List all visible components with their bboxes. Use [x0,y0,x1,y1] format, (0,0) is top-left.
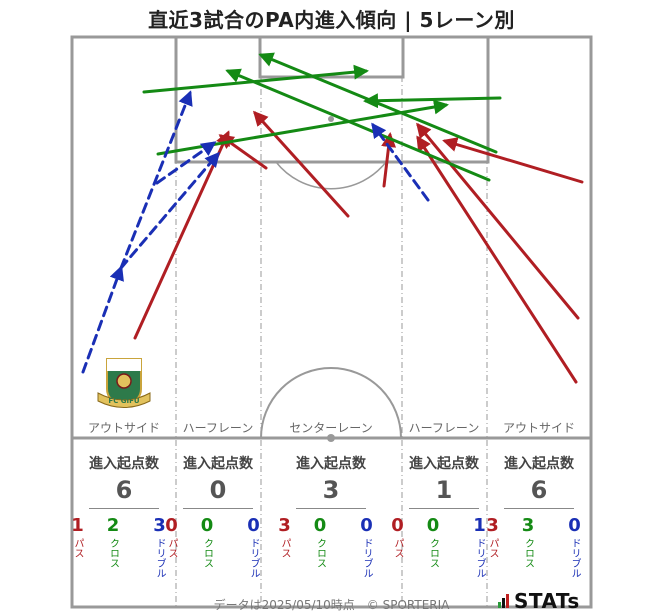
stat-head: 進入起点数 [296,456,366,472]
cross-count: 3 [521,515,535,536]
stat-total: 6 [530,476,548,504]
dribble-label: ドリブル [474,538,485,578]
cross-count: 2 [106,515,120,536]
cross-label: クロス [107,538,119,568]
pass-count: 0 [391,515,404,536]
stat-total: 3 [322,476,340,504]
pass-label: パス [279,538,290,558]
dribble-label: ドリブル [154,538,165,578]
stat-head: 進入起点数 [409,456,479,472]
dribble-count: 0 [568,515,581,536]
cross-count: 0 [426,515,440,536]
cross-label: クロス [314,538,326,568]
penalty-arc [275,161,387,190]
dribble-label: ドリブル [361,538,372,578]
pass-count: 3 [278,515,291,536]
stats-brand-logo: STATs [514,589,580,613]
dribble-count: 0 [360,515,373,536]
pass-label: パス [487,538,498,558]
lane-label-outside-left: アウトサイド [88,421,160,435]
cross-count: 0 [200,515,214,536]
arrow-layer [81,52,584,384]
centre-spot [327,434,335,442]
centre-circle [260,367,402,439]
dribble-arrow-17 [371,122,430,202]
stat-divider [89,508,159,509]
pass-arrow-4 [381,132,397,188]
pass-count: 3 [486,515,499,536]
pass-count: 1 [71,515,84,536]
dribble-count: 3 [153,515,166,536]
dribble-arrow-14 [119,90,193,270]
club-crest-logo: FC GIFU [97,358,151,409]
chart-title: 直近3試合のPA内進入傾向 | 5レーン別 [148,8,515,32]
lane-label-center: センターレーン [289,421,372,435]
crest-text: FC GIFU [108,397,139,405]
dribble-arrow-16 [155,141,217,185]
stat-divider [296,508,366,509]
cross-label: クロス [201,538,213,568]
pass-label: パス [392,538,403,558]
dribble-arrow-15 [119,151,220,270]
stat-total: 1 [435,476,453,504]
stat-total: 6 [115,476,133,504]
stat-head: 進入起点数 [183,456,253,472]
lane-label-halfspace-right: ハーフレーン [409,421,480,435]
lane-label-halfspace-left: ハーフレーン [183,421,254,435]
stat-divider [183,508,253,509]
stat-total: 0 [209,476,227,504]
stat-head: 進入起点数 [504,456,574,472]
pass-label: パス [166,538,177,558]
lane-label-outside-right: アウトサイド [503,421,575,435]
pass-arrow-3 [252,110,350,218]
cross-label: クロス [522,538,534,568]
dribble-label: ドリブル [569,538,580,578]
pass-arrow-5 [416,122,580,320]
stat-divider [409,508,479,509]
pass-arrow-6 [416,135,578,384]
dribble-count: 0 [247,515,260,536]
pass-arrow-1 [133,130,230,340]
dribble-arrow-13 [81,265,124,374]
dribble-count: 1 [473,515,486,536]
footer-note: データは2025/05/10時点 © SPORTERIA [213,598,450,612]
cross-arrow-12 [258,52,498,154]
cross-arrow-10 [363,93,502,109]
cross-arrow-11 [225,68,491,182]
stat-head: 進入起点数 [89,456,159,472]
pass-label: パス [72,538,83,558]
stat-divider [504,508,574,509]
penalty-spot [328,116,334,122]
dribble-label: ドリブル [248,538,259,578]
cross-label: クロス [427,538,439,568]
stats-logo-icon [498,594,509,608]
pass-arrow-7 [442,137,584,184]
goal-area [258,35,405,79]
pass-count: 0 [165,515,178,536]
cross-count: 0 [313,515,327,536]
